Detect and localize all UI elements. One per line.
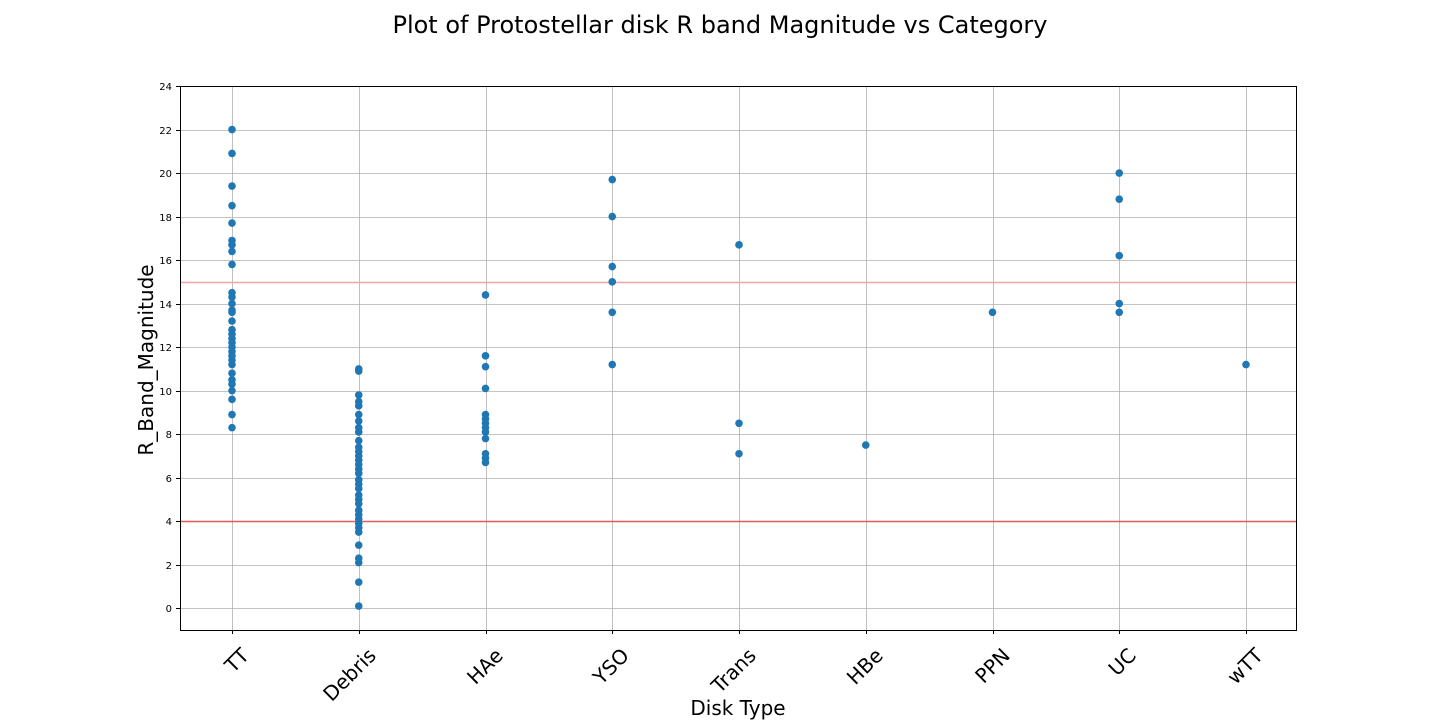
- data-point-uc: [1115, 299, 1124, 308]
- data-point-tt: [228, 293, 236, 301]
- data-point-debris: [354, 367, 363, 375]
- data-point-tt: [228, 201, 236, 210]
- y-axis-label: R_Band_Magnitude: [134, 264, 158, 455]
- y-tick-label: 16: [159, 256, 172, 267]
- data-point-wtt: [1242, 360, 1250, 369]
- data-point-hae: [481, 458, 490, 467]
- y-tick-label: 4: [166, 517, 172, 528]
- y-tick-label: 2: [166, 561, 172, 572]
- data-point-tt: [228, 360, 236, 369]
- data-point-uc: [1115, 308, 1124, 317]
- data-point-tt: [228, 308, 236, 317]
- x-tick-label-tt: TT: [219, 643, 254, 678]
- data-point-tt: [228, 380, 236, 388]
- data-point-uc: [1115, 169, 1124, 177]
- y-tick-label: 14: [159, 300, 172, 311]
- x-tick-label-hbe: HBe: [842, 643, 888, 689]
- x-tick-label-hae: HAe: [462, 643, 508, 689]
- x-tick-label-ppn: PPN: [970, 643, 1015, 688]
- data-point-yso: [608, 262, 617, 271]
- x-tick-label-trans: Trans: [706, 643, 761, 698]
- data-point-tt: [228, 149, 236, 158]
- data-point-tt: [228, 386, 236, 395]
- data-point-debris: [354, 391, 363, 399]
- y-tick-label: 8: [166, 430, 172, 441]
- data-point-tt: [228, 395, 236, 404]
- x-tick-label-debris: Debris: [318, 643, 381, 706]
- chart-title: Plot of Protostellar disk R band Magnitu…: [392, 11, 1047, 39]
- x-tick-label-uc: UC: [1104, 643, 1141, 680]
- x-tick-label-wtt: wTT: [1222, 643, 1268, 689]
- data-point-hbe: [861, 441, 870, 449]
- data-point-tt: [228, 182, 236, 190]
- data-point-yso: [608, 175, 617, 184]
- data-point-debris: [354, 428, 363, 436]
- data-point-uc: [1115, 195, 1124, 203]
- data-point-debris: [354, 578, 363, 586]
- data-point-tt: [228, 241, 236, 249]
- data-point-yso: [608, 308, 617, 317]
- data-point-tt: [228, 260, 236, 269]
- data-point-uc: [1115, 251, 1124, 260]
- data-point-debris: [354, 402, 363, 410]
- data-point-tt: [228, 317, 236, 325]
- data-point-debris: [354, 602, 363, 610]
- data-point-debris: [354, 469, 363, 478]
- data-point-ppn: [988, 308, 997, 317]
- y-tick-label: 22: [159, 126, 172, 137]
- data-points: [228, 125, 1250, 610]
- data-point-tt: [228, 299, 236, 308]
- data-point-debris: [354, 410, 363, 419]
- data-point-tt: [228, 125, 236, 134]
- data-point-tt: [228, 219, 236, 227]
- data-point-trans: [735, 241, 743, 249]
- axes-frame: [180, 86, 1297, 631]
- data-point-yso: [608, 360, 617, 369]
- x-tick-label-yso: YSO: [587, 643, 633, 689]
- data-point-tt: [228, 247, 236, 256]
- y-tick-label: 18: [159, 213, 172, 224]
- y-tick-label: 10: [159, 387, 172, 398]
- data-point-debris: [354, 558, 363, 567]
- data-point-trans: [735, 449, 743, 458]
- y-tick-label: 0: [166, 604, 172, 615]
- data-point-trans: [735, 419, 743, 428]
- data-point-yso: [608, 278, 617, 286]
- data-point-debris: [354, 541, 363, 549]
- data-point-debris: [354, 417, 363, 425]
- y-tick-label: 6: [166, 474, 172, 485]
- grid-lines: [180, 86, 1296, 630]
- data-point-debris: [354, 484, 363, 493]
- data-point-hae: [481, 434, 490, 443]
- y-tick-label: 20: [159, 169, 172, 180]
- data-point-hae: [481, 352, 490, 360]
- reference-lines: [180, 281, 1296, 523]
- data-point-hae: [481, 291, 490, 299]
- data-point-hae: [481, 428, 490, 436]
- x-axis-label: Disk Type: [690, 696, 785, 720]
- data-point-debris: [354, 436, 363, 445]
- y-tick-label: 24: [159, 82, 172, 93]
- data-point-hae: [481, 384, 490, 393]
- data-point-tt: [228, 423, 236, 432]
- data-point-yso: [608, 212, 617, 221]
- x-axis-ticks: TT Debris HAe YSO Trans HBe PPN UC wTT: [219, 630, 1268, 706]
- data-point-debris: [354, 528, 363, 536]
- data-point-tt: [228, 410, 236, 419]
- data-point-hae: [481, 362, 490, 371]
- data-point-debris: [354, 499, 363, 508]
- y-tick-label: 12: [159, 343, 172, 354]
- data-point-tt: [228, 369, 236, 378]
